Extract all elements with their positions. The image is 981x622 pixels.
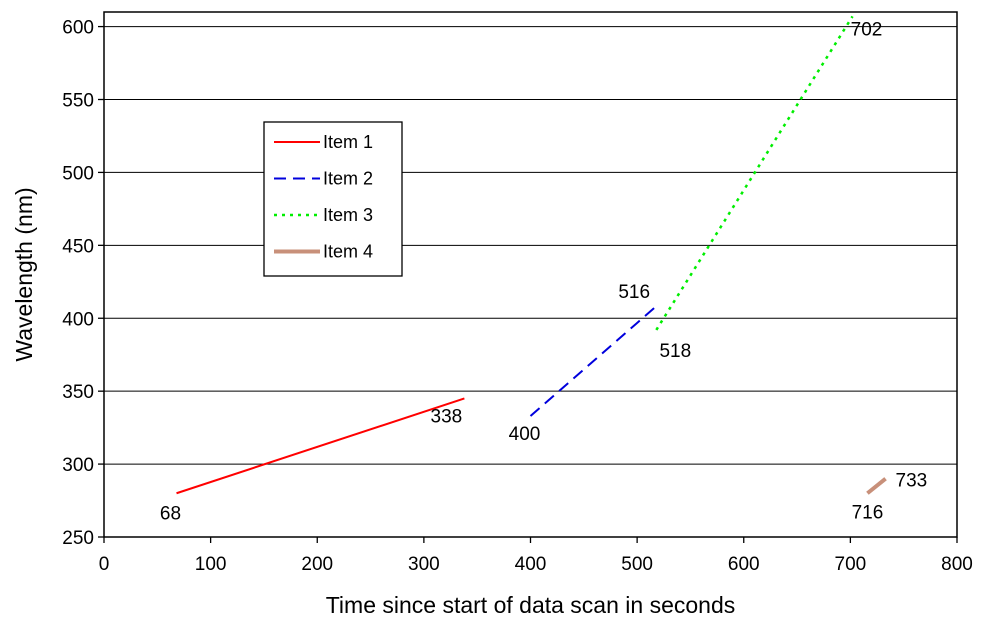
- y-tick-label: 500: [62, 163, 94, 184]
- y-tick-label: 250: [62, 528, 94, 549]
- point-label: 733: [896, 471, 928, 492]
- point-label: 702: [851, 19, 883, 40]
- x-tick-label: 200: [301, 554, 333, 575]
- y-tick-label: 300: [62, 455, 94, 476]
- y-axis-title: Wavelength (nm): [11, 187, 37, 361]
- x-tick-label: 600: [728, 554, 760, 575]
- point-label: 516: [618, 282, 650, 303]
- x-tick-label: 400: [515, 554, 547, 575]
- x-axis-ticks: 0 100 200 300 400 500 600 700 800: [99, 537, 973, 575]
- series-lines: [176, 15, 887, 495]
- x-tick-label: 800: [941, 554, 973, 575]
- series-line: [529, 307, 655, 417]
- x-tick-label: 100: [195, 554, 227, 575]
- point-label: 400: [509, 424, 541, 445]
- point-label: 518: [659, 341, 691, 362]
- y-tick-label: 350: [62, 382, 94, 403]
- series-line: [655, 15, 854, 331]
- legend-box: [263, 121, 403, 277]
- point-label: 338: [431, 406, 463, 427]
- x-axis-title: Time since start of data scan in seconds: [326, 592, 736, 618]
- series-line: [176, 397, 465, 495]
- plot-area-frame: [103, 11, 958, 538]
- point-label: 68: [160, 503, 181, 524]
- x-tick-label: 0: [99, 554, 110, 575]
- point-labels: 68 338 400 516 518 702 716 733: [160, 19, 927, 524]
- grid-lines: [104, 26, 957, 465]
- x-tick-label: 500: [621, 554, 653, 575]
- point-label: 716: [852, 502, 884, 523]
- x-tick-label: 700: [835, 554, 867, 575]
- legend-label: Item 3: [323, 205, 373, 225]
- y-tick-label: 550: [62, 91, 94, 112]
- legend: Item 1 Item 2 Item 3 Item 4: [263, 121, 403, 277]
- legend-label: Item 4: [323, 242, 373, 262]
- legend-label: Item 1: [323, 132, 373, 152]
- legend-label: Item 2: [323, 169, 373, 189]
- series-line: [866, 477, 887, 495]
- y-tick-label: 600: [62, 18, 94, 39]
- y-tick-label: 400: [62, 309, 94, 330]
- x-tick-label: 300: [408, 554, 440, 575]
- y-axis-ticks: 250 300 350 400 450 500 550 600: [62, 18, 104, 549]
- y-tick-label: 450: [62, 236, 94, 257]
